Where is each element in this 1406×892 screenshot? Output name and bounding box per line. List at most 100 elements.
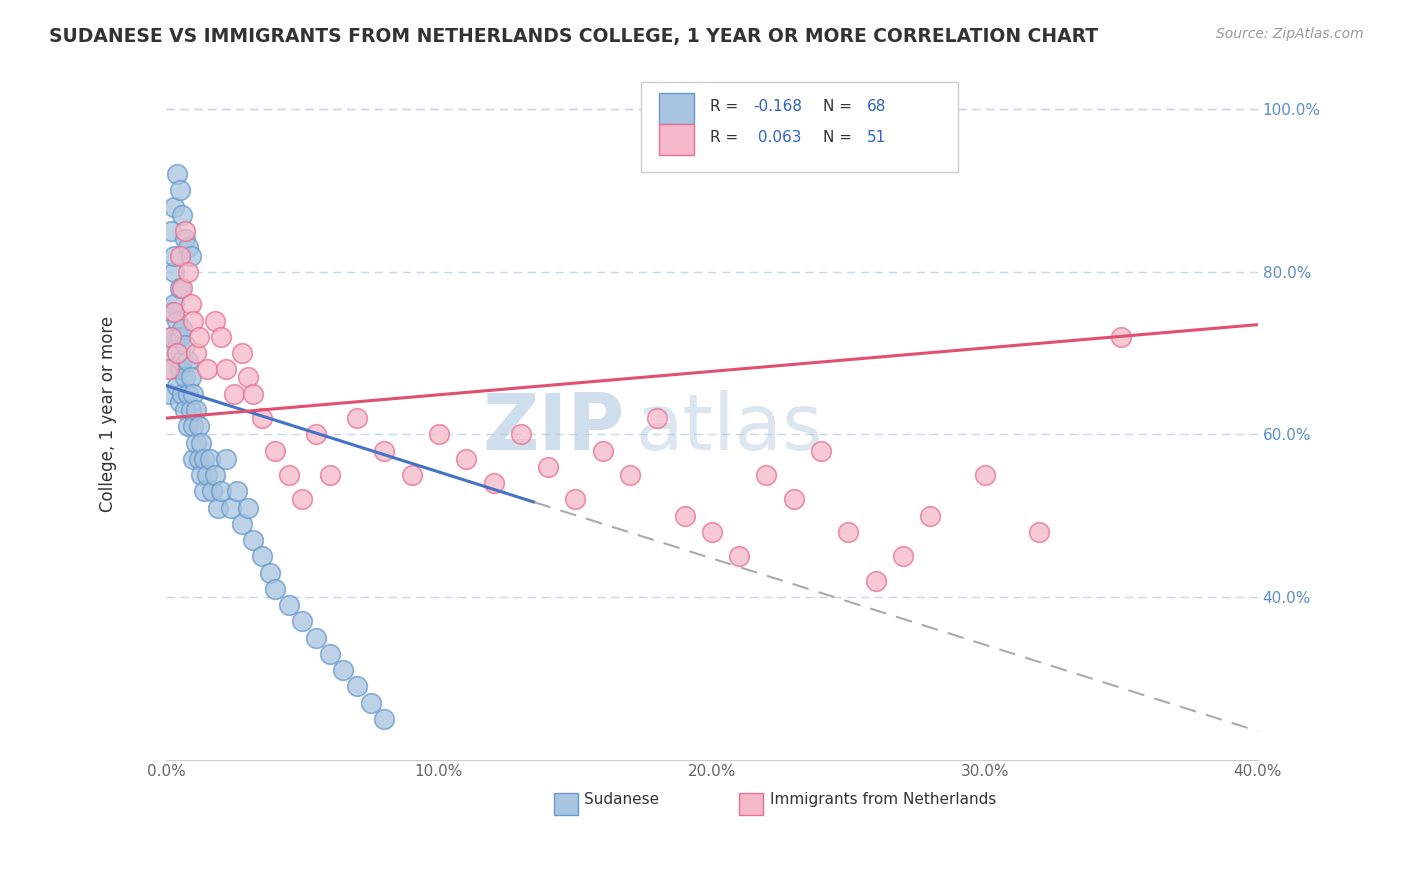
Y-axis label: College, 1 year or more: College, 1 year or more — [100, 316, 117, 512]
Point — [209, 484, 232, 499]
Point — [305, 631, 328, 645]
FancyBboxPatch shape — [659, 93, 695, 124]
Text: Immigrants from Netherlands: Immigrants from Netherlands — [769, 791, 995, 806]
Point — [157, 386, 180, 401]
Point — [163, 297, 186, 311]
Point — [177, 419, 200, 434]
Point — [166, 167, 188, 181]
Point — [177, 265, 200, 279]
Point — [160, 224, 183, 238]
Point — [180, 370, 202, 384]
Point — [166, 330, 188, 344]
Point — [728, 549, 751, 564]
Point — [920, 508, 942, 523]
Point — [198, 451, 221, 466]
Text: 51: 51 — [868, 130, 886, 145]
Point — [305, 427, 328, 442]
Point — [319, 468, 342, 483]
Point — [291, 492, 314, 507]
Point — [181, 386, 204, 401]
Point — [456, 451, 478, 466]
Text: ZIP: ZIP — [482, 390, 624, 466]
Point — [332, 663, 354, 677]
Point — [187, 419, 209, 434]
Point — [231, 346, 253, 360]
Point — [181, 313, 204, 327]
Point — [172, 354, 194, 368]
Point — [163, 248, 186, 262]
Point — [177, 386, 200, 401]
Point — [174, 232, 197, 246]
Text: -0.168: -0.168 — [754, 99, 803, 114]
Point — [169, 362, 191, 376]
Point — [195, 362, 218, 376]
Point — [346, 680, 368, 694]
Point — [264, 443, 287, 458]
Point — [973, 468, 995, 483]
Point — [215, 362, 238, 376]
Point — [181, 451, 204, 466]
Point — [319, 647, 342, 661]
Point — [346, 411, 368, 425]
Point — [537, 459, 560, 474]
Text: R =: R = — [710, 99, 742, 114]
Point — [250, 549, 273, 564]
Point — [174, 370, 197, 384]
Point — [157, 346, 180, 360]
Point — [236, 500, 259, 515]
Point — [166, 313, 188, 327]
Point — [172, 281, 194, 295]
Point — [259, 566, 281, 580]
Point — [180, 403, 202, 417]
Point — [174, 338, 197, 352]
Point — [187, 330, 209, 344]
Point — [221, 500, 243, 515]
Point — [1111, 330, 1133, 344]
Point — [180, 248, 202, 262]
Point — [373, 443, 395, 458]
Text: N =: N = — [824, 130, 858, 145]
Point — [169, 395, 191, 409]
Point — [204, 313, 226, 327]
Point — [215, 451, 238, 466]
Point — [242, 386, 264, 401]
Point — [177, 240, 200, 254]
Point — [163, 265, 186, 279]
Point — [195, 468, 218, 483]
Point — [291, 615, 314, 629]
Point — [810, 443, 832, 458]
Point — [231, 516, 253, 531]
Point — [190, 435, 212, 450]
Point — [401, 468, 423, 483]
Point — [184, 346, 207, 360]
Point — [169, 281, 191, 295]
Point — [837, 524, 859, 539]
Point — [564, 492, 586, 507]
Point — [181, 419, 204, 434]
Point — [250, 411, 273, 425]
Point — [673, 508, 696, 523]
Point — [184, 403, 207, 417]
Point — [172, 386, 194, 401]
Point — [160, 362, 183, 376]
Point — [224, 386, 246, 401]
Point — [360, 696, 382, 710]
Point — [172, 208, 194, 222]
Point — [177, 354, 200, 368]
Point — [647, 411, 669, 425]
Text: R =: R = — [710, 130, 742, 145]
Point — [482, 476, 505, 491]
Point — [264, 582, 287, 596]
Point — [160, 305, 183, 319]
Point — [166, 378, 188, 392]
FancyBboxPatch shape — [659, 124, 695, 155]
Point — [169, 184, 191, 198]
Point — [509, 427, 531, 442]
Text: N =: N = — [824, 99, 858, 114]
Text: 0.063: 0.063 — [754, 130, 801, 145]
Text: atlas: atlas — [636, 390, 823, 466]
Point — [160, 330, 183, 344]
Point — [619, 468, 641, 483]
Point — [865, 574, 887, 588]
Point — [163, 305, 186, 319]
